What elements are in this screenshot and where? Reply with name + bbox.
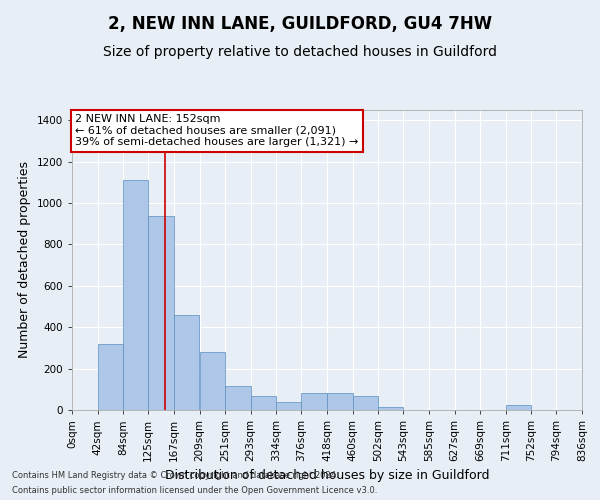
Text: 2 NEW INN LANE: 152sqm
← 61% of detached houses are smaller (2,091)
39% of semi-: 2 NEW INN LANE: 152sqm ← 61% of detached… [75, 114, 358, 148]
Bar [199, 352, 225, 410]
Bar [506, 405, 531, 410]
X-axis label: Distribution of detached houses by size in Guildford: Distribution of detached houses by size … [165, 470, 489, 482]
Text: 2, NEW INN LANE, GUILDFORD, GU4 7HW: 2, NEW INN LANE, GUILDFORD, GU4 7HW [108, 15, 492, 33]
Text: Contains HM Land Registry data © Crown copyright and database right 2024.: Contains HM Land Registry data © Crown c… [12, 471, 338, 480]
Text: Size of property relative to detached houses in Guildford: Size of property relative to detached ho… [103, 45, 497, 59]
Bar [148, 216, 174, 410]
Bar [123, 180, 148, 410]
Y-axis label: Number of detached properties: Number of detached properties [18, 162, 31, 358]
Bar [251, 396, 276, 410]
Bar [301, 394, 327, 410]
Bar [327, 394, 353, 410]
Bar [276, 402, 301, 410]
Bar [225, 386, 251, 410]
Bar [353, 396, 378, 410]
Bar [98, 344, 123, 410]
Bar [174, 315, 199, 410]
Bar [378, 407, 403, 410]
Text: Contains public sector information licensed under the Open Government Licence v3: Contains public sector information licen… [12, 486, 377, 495]
